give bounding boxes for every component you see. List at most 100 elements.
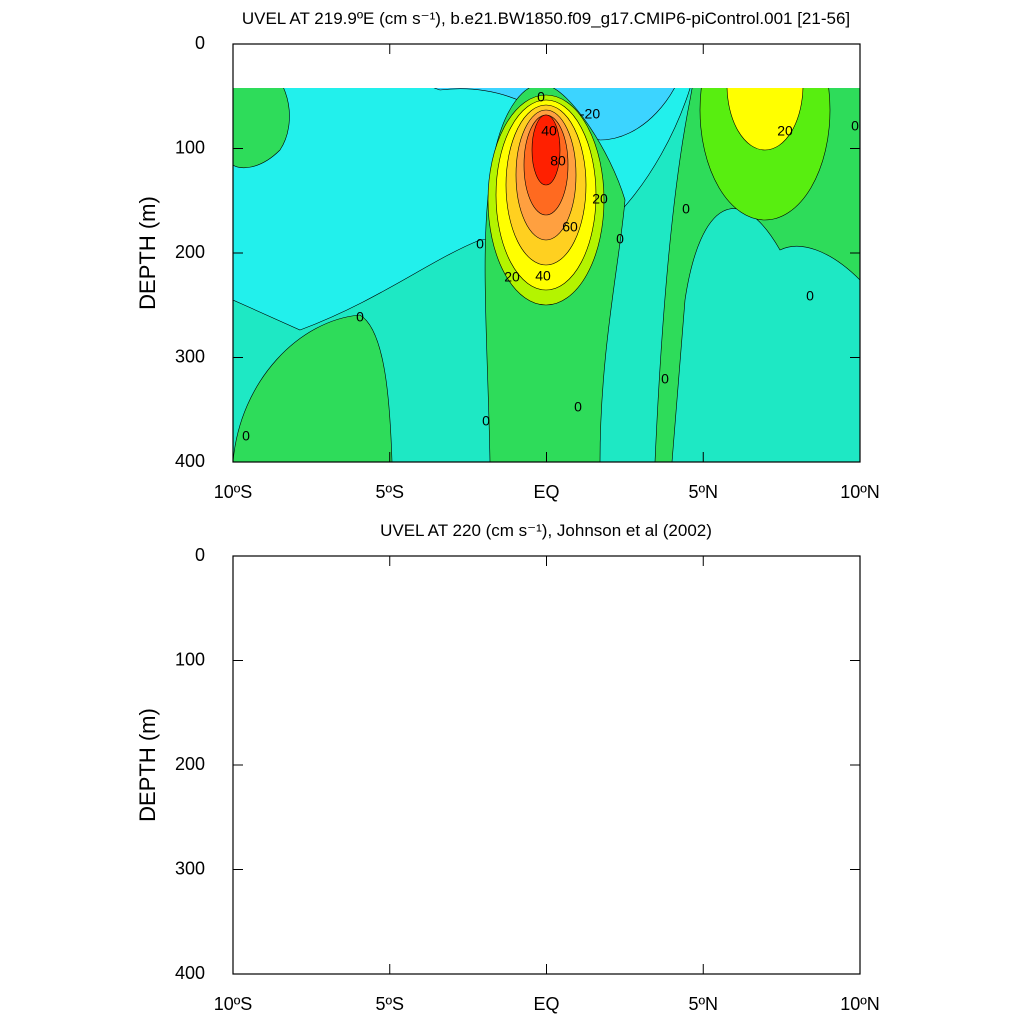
- contour-fill: [726, 88, 804, 151]
- contour-label: 0: [242, 428, 250, 444]
- contour-label: 0: [318, 748, 326, 764]
- contour-label: 80: [532, 633, 548, 649]
- contour-fill: [380, 556, 720, 665]
- contour-fill: [699, 88, 831, 221]
- contour-fill: [493, 602, 587, 778]
- contour-fill: [480, 596, 594, 974]
- contour-label: 60: [560, 681, 576, 697]
- contour-label: 0: [376, 870, 384, 886]
- contour-label: 0: [594, 672, 602, 688]
- contour-label: 0: [829, 784, 837, 800]
- contour-label: 60: [562, 219, 578, 235]
- contour-label: 0: [478, 736, 486, 752]
- contour-fill: [518, 615, 562, 705]
- y-axis-label: DEPTH (m): [135, 196, 160, 310]
- y-tick-label: 100: [175, 649, 205, 669]
- contour-fill: [718, 550, 822, 700]
- plot-frame: [232, 555, 861, 975]
- y-tick-label: 200: [175, 754, 205, 774]
- contour-label: 0: [356, 309, 364, 325]
- x-tick-label: EQ: [533, 994, 559, 1014]
- contour-label: 20: [504, 269, 520, 285]
- contour-label: 0: [692, 709, 700, 725]
- contour-label: -40: [578, 586, 598, 602]
- contour-fill: [540, 556, 700, 620]
- y-tick-label: 300: [175, 858, 205, 878]
- contour-fill: [734, 555, 806, 655]
- contour-fill: [726, 553, 814, 677]
- contour-label: 0: [616, 231, 624, 247]
- x-tick-label: 5ºS: [375, 482, 404, 502]
- contour-label: -20: [483, 561, 503, 577]
- contour-label: 0: [806, 288, 814, 304]
- contour-fill: [560, 25, 640, 85]
- y-tick-label: 0: [195, 33, 205, 53]
- contour-fill: [485, 595, 595, 795]
- contour-label: 0: [254, 46, 262, 62]
- contour-label: 20: [577, 659, 593, 675]
- y-tick-label: 100: [175, 137, 205, 157]
- x-tick-label: 5ºN: [688, 482, 718, 502]
- contour-fill: [510, 612, 570, 728]
- y-tick-label: 200: [175, 242, 205, 262]
- contour-label: 40: [537, 748, 553, 764]
- contour-label: 0: [818, 838, 826, 854]
- contour-fill: [560, 556, 670, 582]
- x-tick-label: 5ºS: [375, 994, 404, 1014]
- contour-label: -20: [580, 106, 600, 122]
- contour-label: -20: [625, 666, 645, 682]
- contour-label: 0: [537, 89, 545, 105]
- contour-fill: [305, 760, 355, 900]
- x-tick-label: 10ºN: [840, 994, 880, 1014]
- contour-label: 0: [476, 236, 484, 252]
- x-tick-label: 10ºN: [840, 482, 880, 502]
- x-tick-label: 10ºS: [214, 482, 253, 502]
- contour-label: -20: [427, 74, 447, 90]
- contour-label: 0: [542, 828, 550, 844]
- contour-fill: [527, 640, 553, 700]
- y-tick-label: 400: [175, 451, 205, 471]
- contour-fill: [383, 700, 433, 900]
- y-tick-label: 400: [175, 963, 205, 983]
- contour-fill: [296, 556, 720, 772]
- contour-label: -20: [375, 643, 395, 659]
- contour-label: 20: [504, 751, 520, 767]
- contour-label: 0: [682, 201, 690, 217]
- y-axis-label: DEPTH (m): [135, 708, 160, 822]
- contour-fill: [233, 556, 390, 974]
- contour-label: 0: [574, 399, 582, 415]
- contour-label: 0: [426, 834, 434, 850]
- contour-label: 80: [550, 153, 566, 169]
- contour-label: 20: [772, 659, 788, 675]
- contour-label: 40: [535, 268, 551, 284]
- contour-fill: [645, 690, 715, 890]
- contour-label: 0: [837, 893, 845, 909]
- contour-label: 0: [482, 413, 490, 429]
- contour-label: 0: [450, 904, 458, 920]
- contour-label: 0: [704, 799, 712, 815]
- contour-fill: [233, 314, 393, 463]
- contour-fill: [233, 88, 290, 169]
- contour-fill: [748, 560, 792, 640]
- x-tick-label: EQ: [533, 482, 559, 502]
- contour-label: 0: [834, 718, 842, 734]
- contour-label: 0: [641, 824, 649, 840]
- plot-background: [233, 556, 860, 974]
- contour-label: 40: [762, 571, 778, 587]
- x-tick-label: 10ºS: [214, 994, 253, 1014]
- contour-fill: [531, 114, 561, 186]
- contour-label: 0: [851, 118, 859, 134]
- contour-label: 0: [661, 371, 669, 387]
- chart-title: UVEL AT 220 (cm s⁻¹), Johnson et al (200…: [380, 521, 712, 540]
- contour-label: 20: [777, 123, 793, 139]
- contour-label: 20: [592, 191, 608, 207]
- y-tick-label: 300: [175, 346, 205, 366]
- y-tick-label: 0: [195, 545, 205, 565]
- contour-label: 40: [541, 123, 557, 139]
- contour-fill: [502, 608, 578, 752]
- contour-label: 0: [789, 721, 797, 737]
- plot-area: 0 -20 0 40 80 -20 20 60 0 20 40 0 0 20 0 0 0 0 0 0 0: [233, 25, 860, 463]
- contour-label: -20: [339, 639, 359, 655]
